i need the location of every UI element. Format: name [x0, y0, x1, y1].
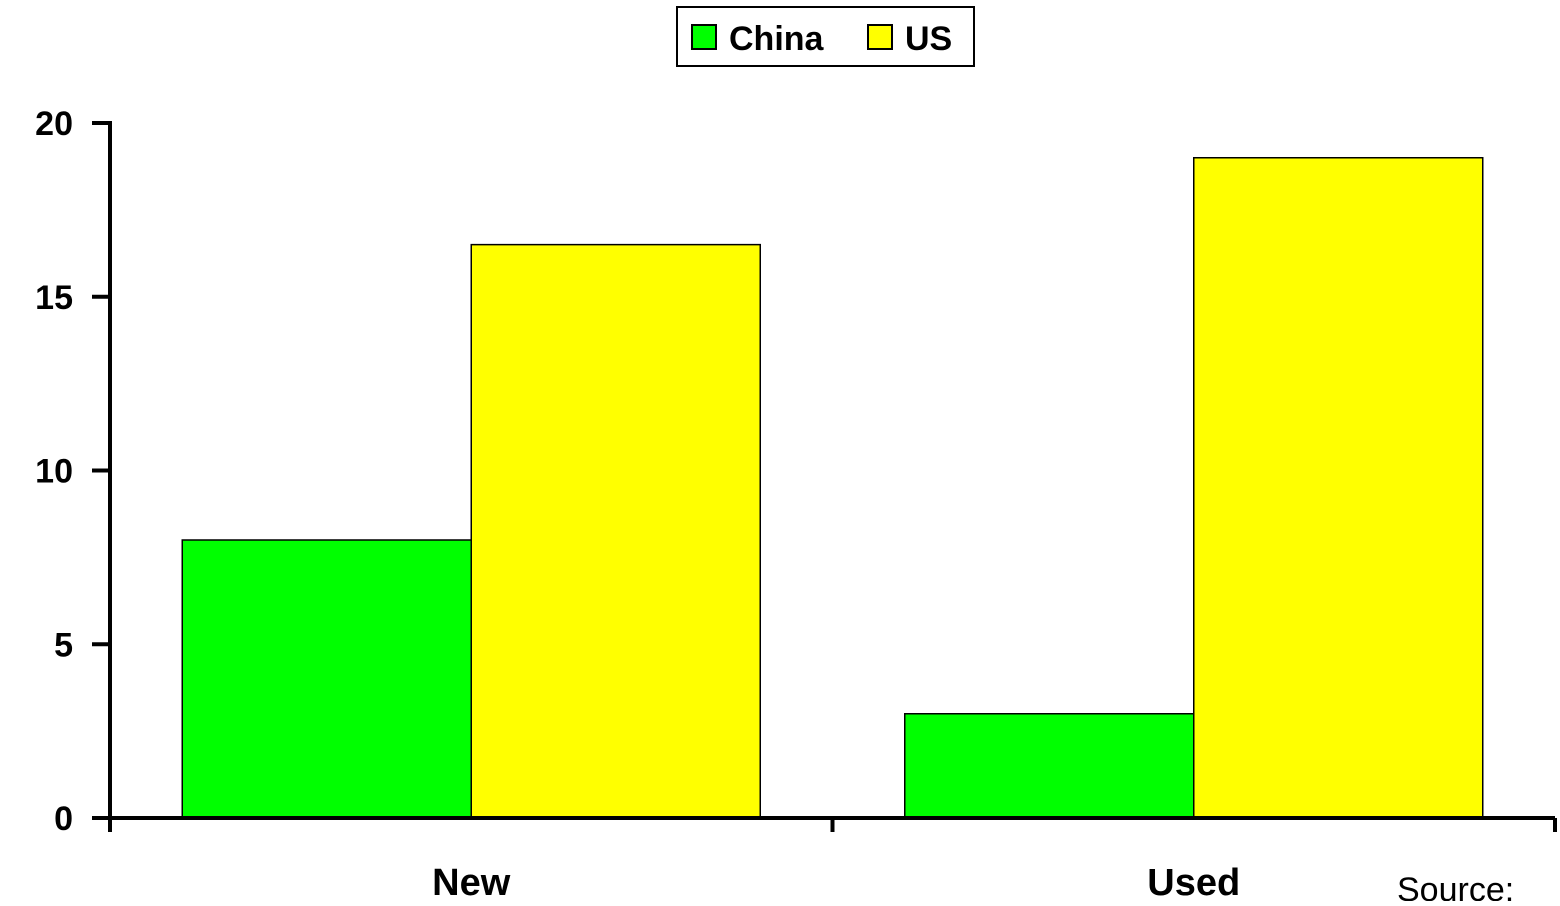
x-category-label: Used — [1147, 862, 1240, 901]
x-labels-group: New Used — [432, 862, 1240, 904]
y-ticks-group: 0 5 10 15 20 — [35, 105, 110, 838]
y-tick-label: 0 — [54, 800, 73, 838]
legend-swatch-us — [867, 24, 893, 50]
bar-china-new — [181, 539, 472, 819]
bar-us-new — [470, 243, 761, 819]
bar-china-used — [904, 713, 1195, 819]
legend-label-us: US — [905, 20, 952, 58]
y-tick-label: 15 — [35, 279, 73, 317]
legend: China US — [676, 6, 975, 67]
legend-swatch-china — [691, 24, 717, 50]
y-tick-label: 5 — [54, 626, 73, 664]
bars-group — [181, 157, 1484, 819]
y-tick-label: 10 — [35, 453, 73, 491]
x-category-label: New — [432, 862, 511, 901]
source-label: Source: — [1397, 871, 1514, 901]
y-tick-label: 20 — [35, 105, 73, 143]
bar-us-used — [1193, 157, 1484, 819]
legend-box — [676, 6, 975, 67]
legend-label-china: China — [729, 20, 825, 58]
